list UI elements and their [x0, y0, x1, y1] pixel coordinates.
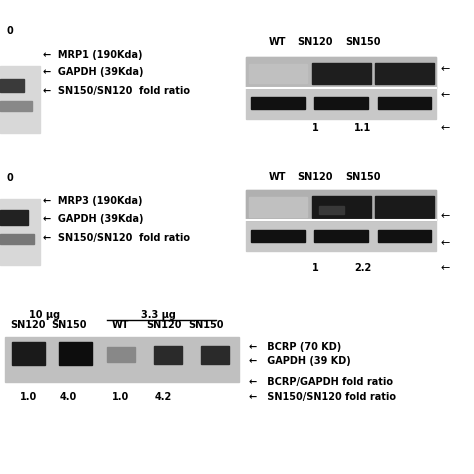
Bar [249, 197, 307, 217]
Text: ←  GAPDH (39Kda): ← GAPDH (39Kda) [43, 214, 143, 224]
Bar [375, 63, 434, 84]
Bar [312, 196, 371, 218]
Bar [201, 346, 229, 364]
Text: SN150: SN150 [189, 319, 224, 330]
Bar [246, 190, 436, 220]
Bar [314, 97, 368, 109]
Text: 0: 0 [6, 26, 13, 36]
Text: ←  MRP1 (190Kda): ← MRP1 (190Kda) [43, 49, 142, 60]
Text: 4.0: 4.0 [60, 392, 77, 402]
Text: SN150: SN150 [51, 319, 86, 330]
Text: 3.3 μg: 3.3 μg [141, 310, 176, 320]
Text: 1.0: 1.0 [112, 392, 129, 402]
Text: ←   BCRP (70 KD): ← BCRP (70 KD) [249, 342, 341, 352]
Text: ←: ← [441, 64, 450, 74]
Bar [312, 63, 371, 84]
Text: SN120: SN120 [146, 319, 181, 330]
Text: SN150: SN150 [345, 173, 380, 182]
Text: SN150: SN150 [345, 37, 380, 47]
Text: ←   GAPDH (39 KD): ← GAPDH (39 KD) [249, 356, 351, 366]
Bar [246, 57, 436, 118]
Text: 4.2: 4.2 [155, 392, 172, 402]
Text: 1.0: 1.0 [20, 392, 37, 402]
Text: 1.1: 1.1 [354, 123, 371, 133]
Bar [5, 337, 239, 382]
Text: ←   SN150/SN120 fold ratio: ← SN150/SN120 fold ratio [249, 392, 396, 402]
Text: ←: ← [441, 263, 450, 273]
Text: ←   BCRP/GAPDH fold ratio: ← BCRP/GAPDH fold ratio [249, 376, 393, 387]
Bar [0, 66, 40, 133]
Text: ←  MRP3 (190Kda): ← MRP3 (190Kda) [43, 196, 142, 207]
Bar [0, 79, 24, 92]
Bar [251, 230, 305, 242]
Text: WT: WT [269, 173, 286, 182]
Bar [378, 97, 431, 109]
Text: WT: WT [269, 37, 286, 47]
Bar [0, 234, 34, 244]
Bar [378, 230, 431, 242]
Bar [0, 210, 28, 225]
Bar [249, 64, 307, 83]
Text: WT: WT [112, 319, 129, 330]
Bar [246, 190, 436, 251]
Bar [319, 206, 345, 214]
Text: ←  GAPDH (39Kda): ← GAPDH (39Kda) [43, 67, 143, 77]
Text: ←  SN150/SN120  fold ratio: ← SN150/SN120 fold ratio [43, 86, 190, 96]
Text: 2.2: 2.2 [354, 263, 371, 273]
Bar [314, 230, 368, 242]
Bar [11, 342, 45, 365]
Bar [246, 57, 436, 88]
Bar [154, 346, 182, 364]
Text: ←: ← [441, 123, 450, 133]
Text: ←: ← [441, 210, 450, 221]
Text: ←: ← [441, 90, 450, 100]
Bar [59, 342, 92, 365]
Text: 1: 1 [312, 263, 319, 273]
Text: SN120: SN120 [298, 173, 333, 182]
Text: 0: 0 [6, 173, 13, 183]
Bar [0, 199, 40, 265]
Text: ←  SN150/SN120  fold ratio: ← SN150/SN120 fold ratio [43, 233, 190, 243]
Text: ←: ← [441, 237, 450, 248]
Text: 1: 1 [312, 123, 319, 133]
Bar [375, 196, 434, 218]
Text: SN120: SN120 [298, 37, 333, 47]
Bar [251, 97, 305, 109]
Bar [0, 101, 32, 111]
Text: SN120: SN120 [11, 319, 46, 330]
Text: 10 μg: 10 μg [29, 310, 61, 320]
Bar [107, 347, 136, 362]
